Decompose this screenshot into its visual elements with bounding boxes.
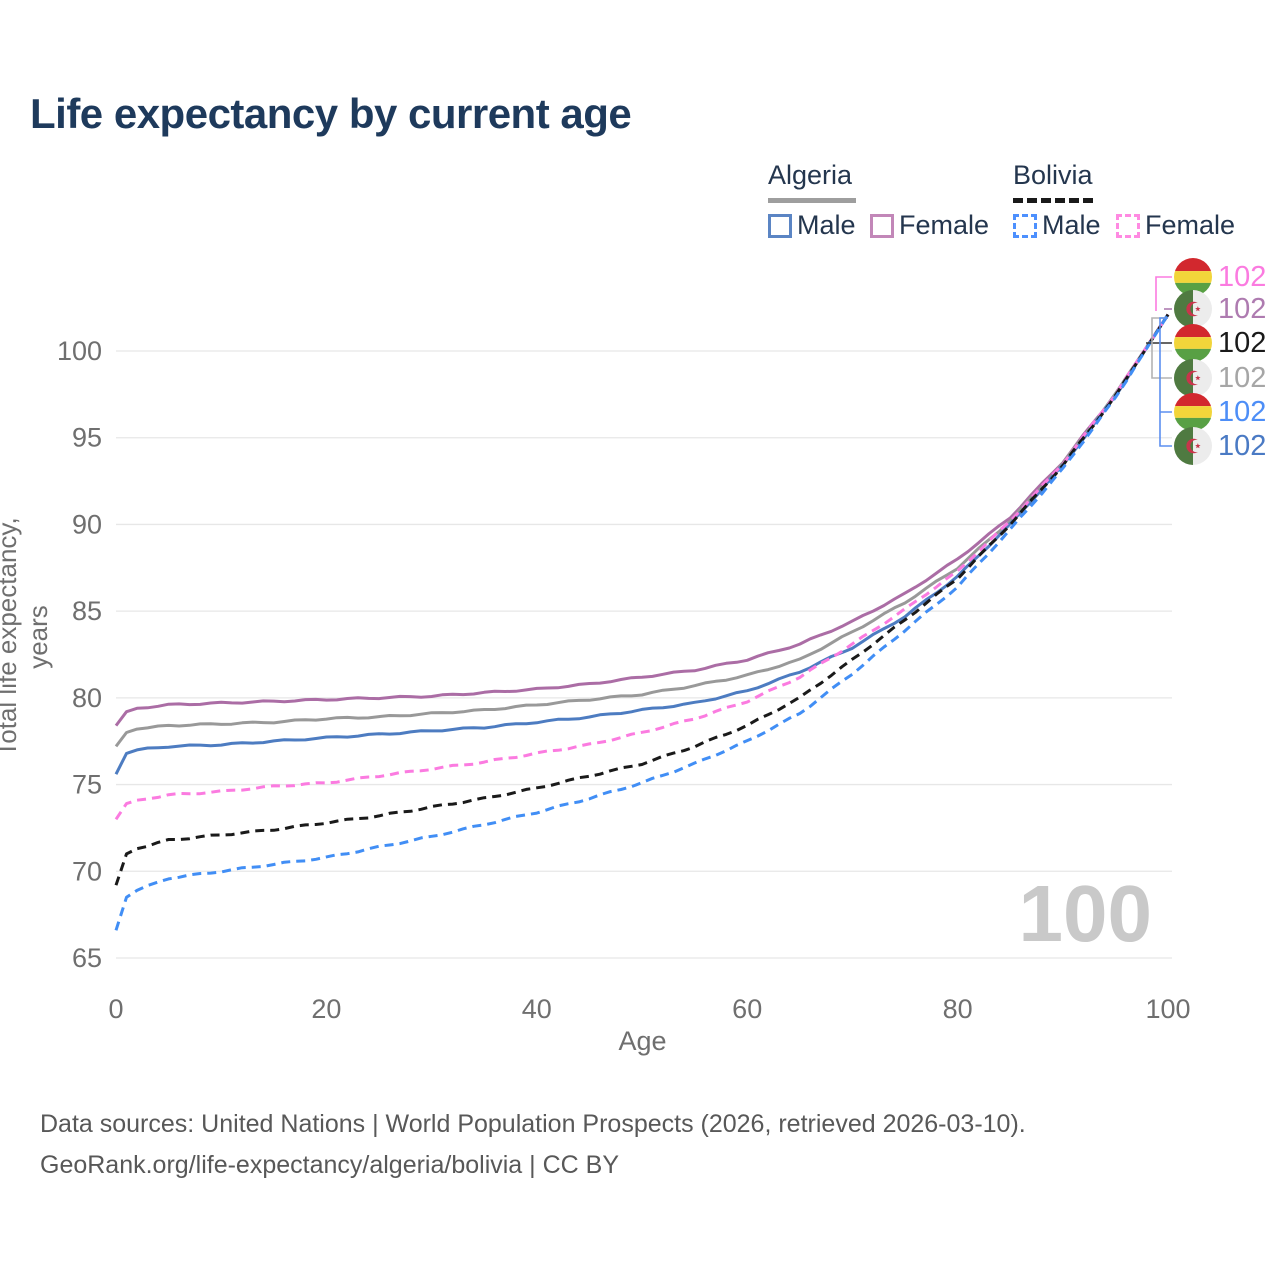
- endpoint-bolivia-female[interactable]: 102: [1174, 258, 1266, 296]
- endpoint-value: 102: [1218, 326, 1267, 359]
- algeria-flag-icon: [1174, 427, 1212, 465]
- bolivia-female-swatch: [1116, 213, 1140, 238]
- svg-text:65: 65: [72, 943, 102, 973]
- svg-text:70: 70: [72, 856, 102, 886]
- algeria-solid-line-sample: [768, 198, 856, 203]
- endpoint-algeria-male[interactable]: 102: [1174, 427, 1266, 465]
- svg-text:100: 100: [57, 336, 102, 366]
- legend-item-bolivia-female[interactable]: Female: [1116, 210, 1235, 241]
- legend-label: Male: [1042, 210, 1101, 240]
- svg-text:95: 95: [72, 423, 102, 453]
- legend-group-bolivia[interactable]: Bolivia: [1013, 160, 1093, 190]
- bolivia-flag-icon: [1174, 324, 1212, 362]
- svg-text:85: 85: [72, 596, 102, 626]
- data-sources-line: Data sources: United Nations | World Pop…: [40, 1110, 1026, 1138]
- endpoint-value: 102: [1218, 361, 1267, 394]
- algeria-male-swatch: [768, 213, 792, 238]
- legend-label: Female: [899, 210, 990, 240]
- bolivia-male-swatch: [1013, 213, 1037, 238]
- y-axis-title: Total life expectancy, years: [0, 517, 53, 757]
- endpoint-value: 102: [1218, 260, 1267, 293]
- source-url-line[interactable]: GeoRank.org/life-expectancy/algeria/boli…: [40, 1151, 619, 1179]
- svg-text:90: 90: [72, 509, 102, 539]
- legend-label: Male: [797, 210, 856, 240]
- footer-attribution: Data sources: United Nations | World Pop…: [40, 1104, 1026, 1186]
- endpoint-value: 102: [1218, 429, 1267, 462]
- endpoint-algeria-both[interactable]: 102: [1174, 359, 1266, 397]
- svg-text:80: 80: [943, 994, 973, 1024]
- svg-text:80: 80: [72, 683, 102, 713]
- algeria-female-swatch: [870, 213, 894, 238]
- svg-text:0: 0: [108, 994, 123, 1024]
- legend-item-bolivia-male[interactable]: Male: [1013, 210, 1101, 241]
- endpoint-bolivia-both[interactable]: 102: [1174, 324, 1266, 362]
- legend-label: Female: [1145, 210, 1236, 240]
- endpoint-value: 102: [1218, 292, 1267, 325]
- legend-item-algeria-female[interactable]: Female: [870, 210, 989, 241]
- svg-text:100: 100: [1145, 994, 1190, 1024]
- svg-text:20: 20: [311, 994, 341, 1024]
- svg-text:60: 60: [732, 994, 762, 1024]
- svg-text:75: 75: [72, 770, 102, 800]
- bolivia-flag-icon: [1174, 393, 1212, 431]
- svg-text:40: 40: [522, 994, 552, 1024]
- algeria-flag-icon: [1174, 290, 1212, 328]
- algeria-flag-icon: [1174, 359, 1212, 397]
- legend-item-algeria-male[interactable]: Male: [768, 210, 856, 241]
- legend-group-algeria[interactable]: Algeria: [768, 160, 853, 190]
- page-title: Life expectancy by current age: [30, 90, 632, 137]
- bolivia-dashed-line-sample: [1013, 198, 1093, 203]
- endpoint-value: 102: [1218, 395, 1267, 428]
- x-axis-title: Age: [618, 1026, 667, 1056]
- endpoint-bolivia-male[interactable]: 102: [1174, 393, 1266, 431]
- age-counter-watermark: 100: [1018, 869, 1152, 958]
- endpoint-algeria-female[interactable]: 102: [1174, 290, 1266, 328]
